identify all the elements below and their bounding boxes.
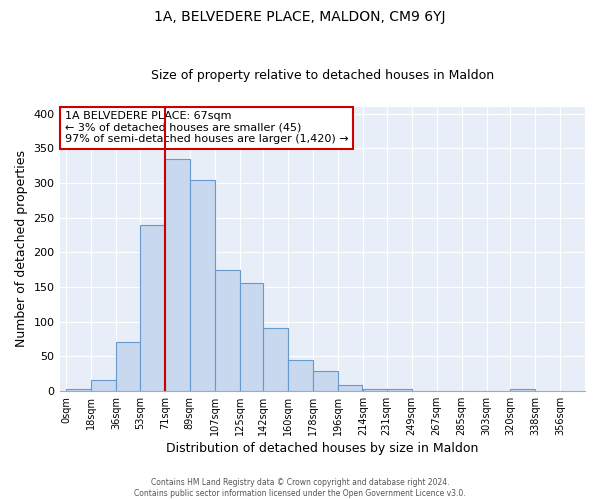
Text: 1A BELVEDERE PLACE: 67sqm
← 3% of detached houses are smaller (45)
97% of semi-d: 1A BELVEDERE PLACE: 67sqm ← 3% of detach… [65, 111, 349, 144]
Bar [387, 390, 412, 391]
Bar [263, 328, 289, 391]
Bar [338, 386, 362, 391]
Bar [190, 180, 215, 391]
Bar [116, 342, 140, 391]
Title: Size of property relative to detached houses in Maldon: Size of property relative to detached ho… [151, 69, 494, 82]
Bar [140, 224, 165, 391]
Bar [510, 390, 535, 391]
Bar [215, 270, 240, 391]
Bar [67, 390, 91, 391]
Bar [313, 372, 338, 391]
Text: 1A, BELVEDERE PLACE, MALDON, CM9 6YJ: 1A, BELVEDERE PLACE, MALDON, CM9 6YJ [154, 10, 446, 24]
Bar [165, 158, 190, 391]
Bar [289, 360, 313, 391]
Y-axis label: Number of detached properties: Number of detached properties [15, 150, 28, 348]
X-axis label: Distribution of detached houses by size in Maldon: Distribution of detached houses by size … [166, 442, 478, 455]
Text: Contains HM Land Registry data © Crown copyright and database right 2024.
Contai: Contains HM Land Registry data © Crown c… [134, 478, 466, 498]
Bar [240, 284, 263, 391]
Bar [363, 390, 388, 391]
Bar [91, 380, 116, 391]
